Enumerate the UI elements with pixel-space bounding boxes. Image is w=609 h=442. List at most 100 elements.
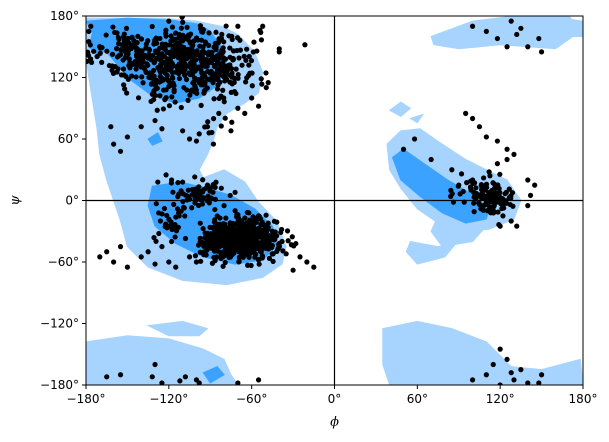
data-point [481, 175, 487, 181]
data-point [511, 151, 517, 157]
data-point [115, 34, 121, 41]
data-point [185, 187, 191, 193]
data-point [192, 83, 198, 89]
data-point [486, 169, 492, 175]
data-point [88, 23, 94, 29]
data-point [196, 380, 202, 385]
data-point [242, 215, 248, 221]
data-point [176, 75, 183, 82]
data-point [272, 237, 278, 243]
allowed-region [388, 101, 412, 118]
data-point [504, 146, 510, 152]
data-point [197, 196, 203, 203]
data-point [164, 212, 170, 219]
data-point [235, 23, 241, 29]
data-point [104, 48, 110, 54]
data-point [265, 80, 271, 86]
data-point [487, 173, 493, 179]
data-point [120, 42, 126, 48]
data-point [138, 124, 144, 130]
data-point [223, 215, 229, 221]
data-point [246, 62, 252, 68]
data-point [186, 33, 192, 39]
data-point [236, 254, 242, 260]
y-tick-label: 180° [50, 9, 79, 23]
data-point [179, 63, 185, 69]
data-point [159, 244, 165, 250]
data-point [179, 16, 186, 19]
data-point [289, 234, 295, 240]
data-point [228, 248, 234, 254]
data-point [212, 206, 218, 213]
data-point [225, 67, 231, 73]
data-point [178, 188, 184, 194]
data-point [461, 199, 467, 205]
data-point [179, 59, 185, 65]
data-point [187, 92, 193, 98]
data-point [205, 68, 211, 75]
data-point [259, 81, 265, 87]
data-point [203, 40, 209, 47]
data-point [210, 116, 217, 122]
data-point [135, 95, 142, 101]
data-point [155, 179, 161, 185]
data-point [293, 240, 299, 247]
data-point [139, 56, 145, 63]
data-point [117, 148, 124, 154]
data-point [184, 197, 190, 203]
data-point [177, 378, 183, 384]
data-point [527, 192, 534, 198]
data-point [212, 196, 219, 202]
data-point [400, 146, 407, 152]
data-point [473, 195, 479, 202]
data-point [302, 42, 308, 48]
data-point [170, 189, 176, 195]
data-point [506, 186, 512, 192]
data-point [159, 51, 165, 57]
x-tick-label: 180° [569, 392, 598, 406]
data-point [248, 239, 254, 245]
data-point [170, 75, 176, 81]
data-point [256, 240, 262, 246]
allowed-region [430, 16, 581, 50]
data-point [483, 372, 489, 378]
data-point [213, 29, 219, 35]
data-point [200, 187, 207, 193]
data-point [222, 56, 229, 62]
data-point [159, 126, 165, 132]
data-point [202, 79, 208, 85]
data-point [229, 119, 235, 125]
data-point [242, 240, 248, 246]
data-point [518, 367, 524, 373]
data-point [97, 50, 103, 56]
data-point [212, 40, 218, 47]
y-axis-label: ψ [8, 195, 23, 206]
x-axis-ticks: −180° −120° −60° 0° 60° 120° 180° [67, 385, 598, 406]
x-tick-label: −120° [149, 392, 188, 406]
data-point [237, 237, 243, 243]
data-point [263, 84, 269, 91]
data-point [159, 41, 165, 47]
data-point [232, 189, 238, 195]
data-point [411, 136, 418, 142]
data-point [469, 177, 476, 183]
data-points [86, 16, 545, 385]
data-point [122, 86, 128, 92]
data-point [191, 79, 197, 85]
data-point [469, 115, 476, 122]
data-point [166, 103, 173, 109]
data-point [494, 138, 501, 144]
data-point [181, 84, 187, 91]
data-point [163, 64, 169, 71]
data-point [493, 198, 499, 204]
data-point [223, 246, 229, 252]
data-point [198, 56, 204, 63]
data-point [276, 245, 282, 251]
data-point [195, 64, 201, 70]
data-point [180, 19, 186, 25]
data-point [153, 85, 159, 91]
data-point [158, 61, 164, 68]
allowed-region [409, 113, 425, 124]
data-point [244, 75, 250, 81]
data-point [231, 226, 237, 232]
